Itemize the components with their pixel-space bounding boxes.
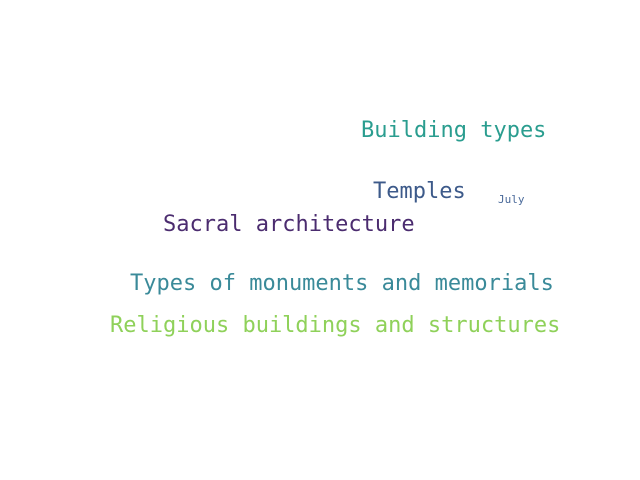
word-sacral-architecture: Sacral architecture (163, 212, 415, 237)
word-building-types: Building types (361, 118, 547, 143)
word-temples: Temples (373, 179, 466, 204)
word-types-of-monuments: Types of monuments and memorials (130, 271, 554, 296)
word-july: July (498, 193, 525, 206)
word-religious-buildings: Religious buildings and structures (110, 313, 561, 338)
